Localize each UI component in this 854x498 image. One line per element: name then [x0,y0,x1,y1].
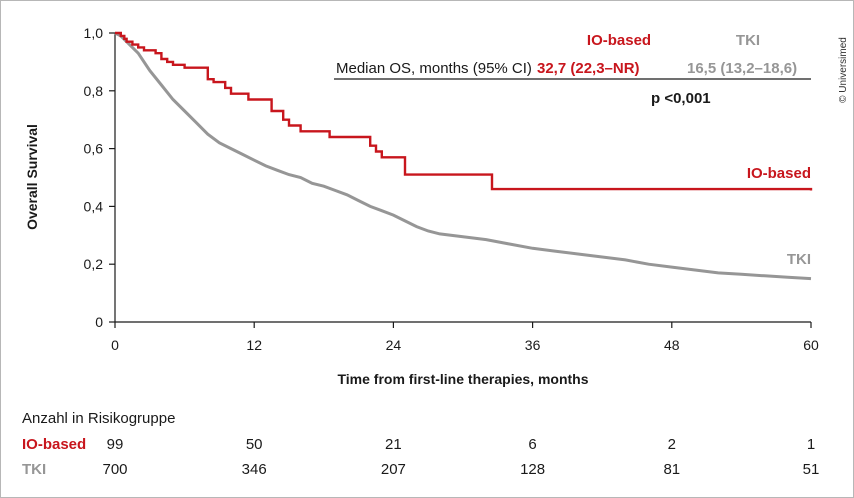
x-tick-label: 0 [111,337,119,353]
x-axis-title: Time from first-line therapies, months [337,371,588,387]
risk-row-io-based: 99 50 21 6 2 1 [107,436,816,453]
y-ticks: 0 0,2 0,4 0,6 0,8 1,0 [84,25,115,330]
x-tick-label: 60 [803,337,819,353]
x-tick-label: 36 [525,337,541,353]
curve-label-tki: TKI [787,251,811,268]
risk-label-io-based: IO-based [22,436,86,453]
header-tki: TKI [736,32,760,49]
x-tick-label: 24 [386,337,402,353]
x-tick-label: 48 [664,337,680,353]
risk-value-tki: 700 [102,461,127,478]
y-tick-label: 0,4 [84,198,104,214]
risk-value-io-based: 2 [668,436,676,453]
y-tick-label: 0 [95,314,103,330]
risk-value-io-based: 1 [807,436,815,453]
risk-value-tki: 346 [242,461,267,478]
series-line-tki [114,31,812,281]
p-value: p <0,001 [651,90,711,107]
risk-row-tki: 700 346 207 128 81 51 [102,461,819,478]
risk-value-io-based: 6 [528,436,536,453]
median-os-io-value: 32,7 (22,3–NR) [537,60,640,77]
risk-value-io-based: 21 [385,436,402,453]
risk-value-tki: 81 [663,461,680,478]
risk-value-io-based: 99 [107,436,124,453]
series-line-io-based [115,31,813,191]
x-ticks: 0 12 24 36 48 60 [111,322,819,353]
risk-value-tki: 51 [803,461,820,478]
credit-text: © Universimed [838,37,849,103]
y-tick-label: 0,6 [84,141,104,157]
x-tick-label: 12 [246,337,262,353]
header-io-based: IO-based [587,32,651,49]
risk-table-title: Anzahl in Risikogruppe [22,410,175,427]
curve-label-io-based: IO-based [747,165,811,182]
risk-label-tki: TKI [22,461,46,478]
median-os-tki-value: 16,5 (13,2–18,6) [687,60,797,77]
median-os-label: Median OS, months (95% CI) [336,60,532,77]
risk-value-tki: 207 [381,461,406,478]
y-tick-label: 0,8 [84,83,104,99]
risk-value-io-based: 50 [246,436,263,453]
y-tick-label: 0,2 [84,256,104,272]
y-tick-label: 1,0 [84,25,104,41]
risk-value-tki: 128 [520,461,545,478]
y-axis-title: Overall Survival [24,124,40,230]
